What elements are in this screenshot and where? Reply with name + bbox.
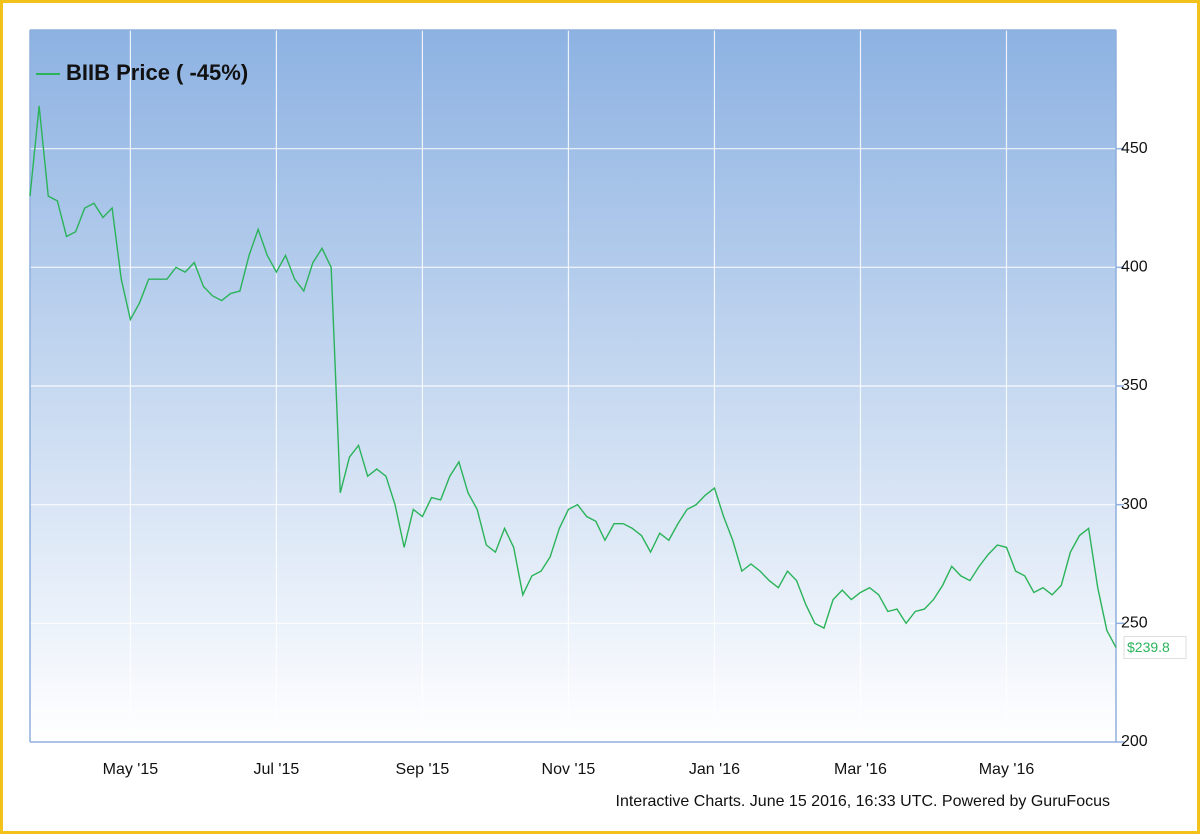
x-tick-label: Mar '16 [834, 761, 887, 778]
x-tick-label: May '15 [103, 761, 159, 778]
x-tick-label: Nov '15 [542, 761, 596, 778]
grid [30, 30, 1116, 743]
x-tick-label: Sep '15 [396, 761, 450, 778]
y-tick-label: 400 [1121, 259, 1148, 276]
x-tick-label: May '16 [979, 761, 1035, 778]
y-tick-label: 300 [1121, 496, 1148, 513]
legend-label: BIIB Price ( -45%) [66, 60, 248, 85]
end-label: $239.8 [1127, 639, 1170, 655]
x-tick-label: Jul '15 [254, 761, 300, 778]
y-tick-label: 200 [1121, 733, 1148, 750]
credit: Interactive Charts. June 15 2016, 16:33 … [616, 793, 1110, 810]
y-tick-label: 350 [1121, 377, 1148, 394]
x-tick-label: Jan '16 [689, 761, 740, 778]
y-tick-label: 450 [1121, 140, 1148, 157]
end-label-box [1123, 636, 1187, 660]
price-line [29, 105, 1117, 648]
y-tick-label: 250 [1121, 615, 1148, 632]
